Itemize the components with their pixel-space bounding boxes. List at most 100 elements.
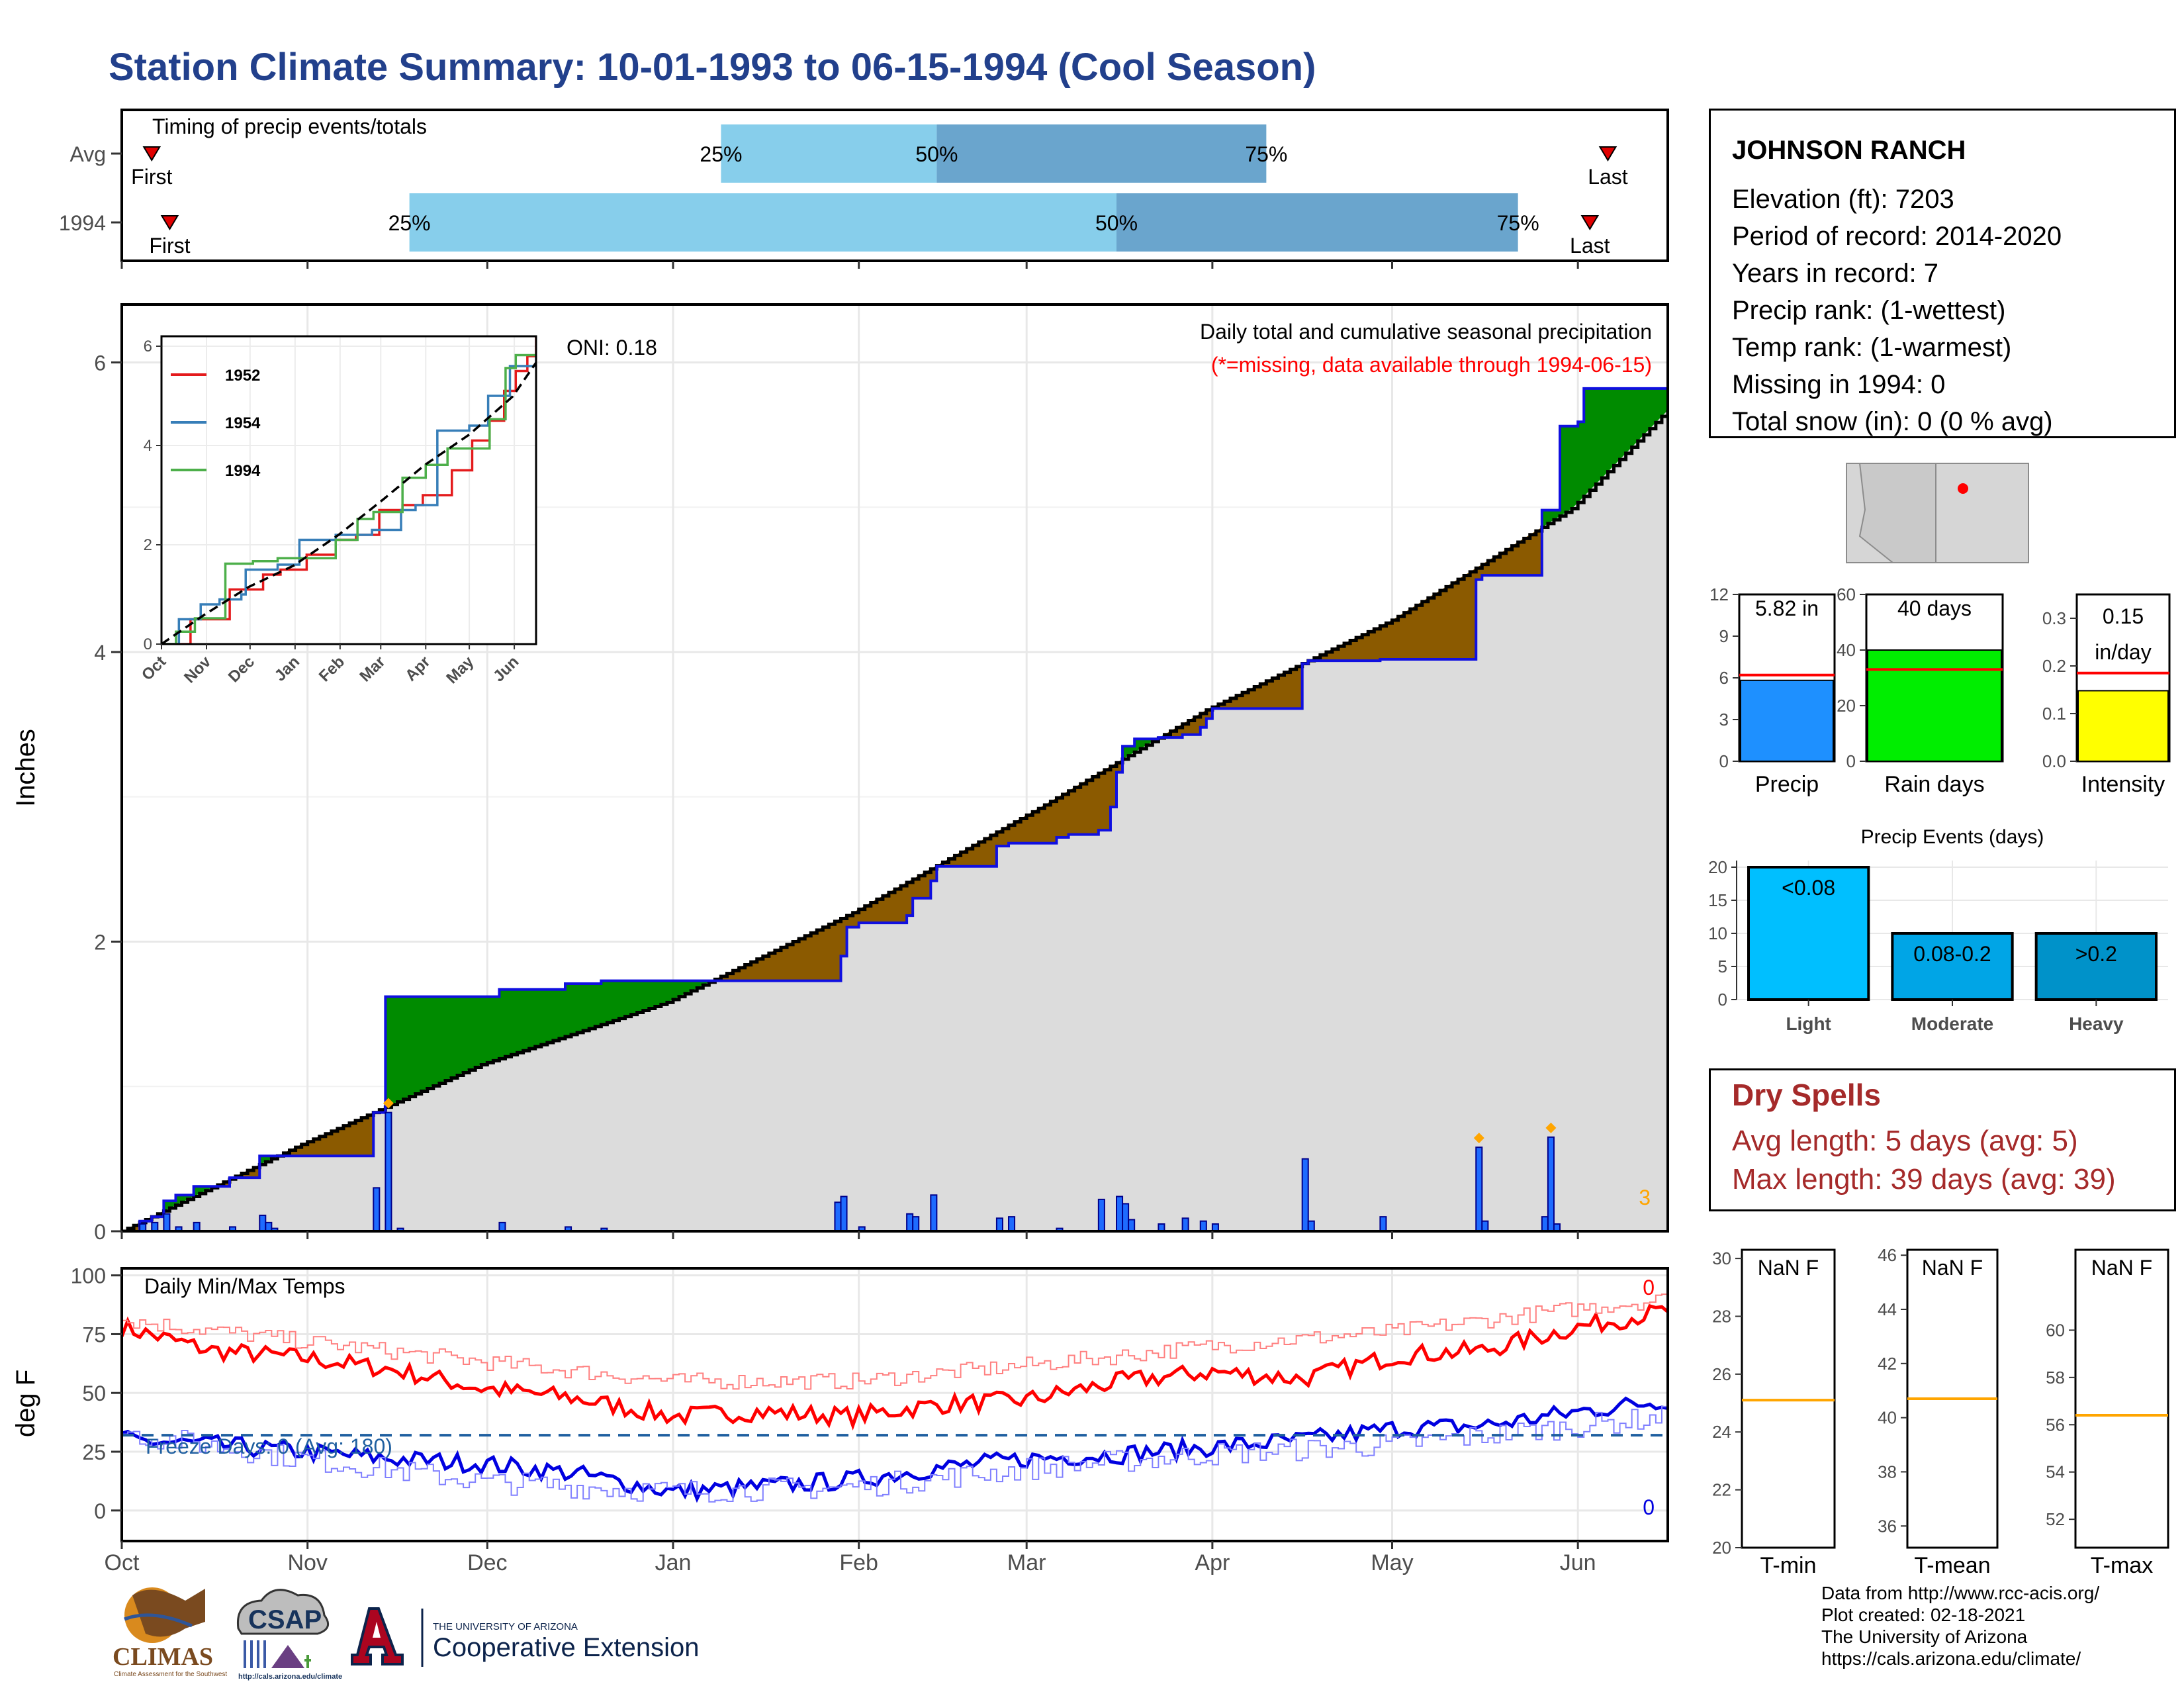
- daily-precip-bar: [1097, 1198, 1105, 1231]
- precip-events-chart: Precip Events (days) <0.08 Light 0.08-0.2 Mo…: [1708, 826, 2168, 1034]
- daily-precip-bar: [151, 1221, 159, 1231]
- timing-bar-50-75: [1116, 193, 1518, 252]
- inset-y-tick-label: 6: [144, 338, 152, 355]
- station-location-marker: [1958, 483, 1968, 494]
- heavy-event-marker: [1545, 1122, 1557, 1133]
- timing-p25-label: 25%: [388, 211, 431, 235]
- daily-precip-bar: [1481, 1220, 1489, 1231]
- station-name: JOHNSON RANCH: [1732, 136, 1966, 165]
- events-y-tick-label: 0: [1718, 990, 1727, 1009]
- precip-surplus-area: [140, 388, 1668, 1223]
- temp-plot-background: [122, 1268, 1668, 1541]
- events-y-tick-label: 15: [1708, 890, 1727, 910]
- temp-summary-chart: NaN F 20 22 24 26 28 30 T-min: [1712, 1248, 1836, 1578]
- daily-precip-bar: [1553, 1223, 1561, 1231]
- inset-series-line: [161, 356, 536, 644]
- locator-map: [1846, 463, 2029, 563]
- inset-clip-group: [161, 336, 536, 644]
- mini-bar-label: Rain days: [1884, 772, 1984, 797]
- ua-logo: THE UNIVERSITY OF ARIZONA Cooperative Ex…: [351, 1607, 699, 1667]
- cumulative-base-area: [122, 410, 1668, 1231]
- daily-precip-bar: [139, 1223, 147, 1231]
- month-tick-label: Jun: [1560, 1550, 1596, 1575]
- mini-bar-tick-label: 3: [1719, 710, 1729, 729]
- mini-bar-tick-label: 60: [1837, 585, 1856, 604]
- month-tick-label: Apr: [1195, 1550, 1230, 1575]
- events-y-tick-label: 5: [1718, 957, 1727, 976]
- events-bar-label: 0.08-0.2: [1913, 942, 1991, 966]
- temp-summary-tick-label: 46: [1878, 1245, 1897, 1265]
- month-tick-label: Nov: [287, 1550, 327, 1575]
- map-border: [1935, 463, 2028, 563]
- events-bar-label: >0.2: [2075, 942, 2117, 966]
- temp-summary-tick-label: 54: [2046, 1462, 2065, 1482]
- mini-bar-chart: 5.82 in 0 3 6 9 12 Precip: [1709, 585, 1836, 797]
- credit-created: Plot created: 02-18-2021: [1821, 1605, 2026, 1625]
- mini-bar-value: [1740, 679, 1834, 763]
- month-tick-label: May: [1371, 1550, 1413, 1575]
- daily-precip-bar: [858, 1226, 866, 1231]
- daily-precip-bar: [259, 1214, 267, 1231]
- precip-missing-note: (*=missing, data available through 1994-…: [1211, 353, 1652, 377]
- temp-y-tick-label: 0: [94, 1499, 106, 1523]
- events-bar-label: <0.08: [1782, 876, 1835, 900]
- temp-summary-tick-label: 36: [1878, 1516, 1897, 1536]
- dry-spells-box: Dry Spells Avg length: 5 days (avg: 5) M…: [1709, 1068, 2176, 1211]
- temp-clip-group: [122, 1293, 1668, 1503]
- mini-bar-value-unit: in/day: [2095, 640, 2151, 664]
- temp-summary-tick-label: 42: [1878, 1354, 1897, 1374]
- ua-cooperative-extension: Cooperative Extension: [433, 1633, 699, 1662]
- daily-precip-bar: [1211, 1223, 1219, 1231]
- station-info-box: JOHNSON RANCH Elevation (ft): 7203 Perio…: [1709, 109, 2176, 438]
- station-precip-rank: Precip rank: (1-wettest): [1732, 296, 2006, 325]
- daily-precip-bar: [163, 1213, 171, 1231]
- inset-series-line: [161, 361, 536, 644]
- timing-row-label: Avg: [69, 142, 106, 166]
- events-y-tick-label: 20: [1708, 857, 1727, 877]
- tmin-line: [122, 1396, 1668, 1503]
- daily-precip-bar: [1128, 1219, 1136, 1231]
- credit-url: https://cals.arizona.edu/climate/: [1821, 1648, 2081, 1669]
- heavy-event-marker: [1473, 1133, 1484, 1144]
- tmax-line: [122, 1303, 1668, 1431]
- mini-bar-tick-label: 0: [1719, 751, 1729, 771]
- temp-summary-tick-label: 24: [1712, 1422, 1731, 1442]
- temp-summary-tick-label: 38: [1878, 1462, 1897, 1481]
- daily-precip-bar: [1008, 1216, 1016, 1231]
- events-y-tick-label: 10: [1708, 923, 1727, 943]
- mini-bar-tick-label: 40: [1837, 640, 1856, 660]
- precip-y-tick-label: 0: [94, 1220, 106, 1244]
- tmin-avg-line: [122, 1405, 1668, 1503]
- daily-precip-bar: [396, 1227, 404, 1231]
- daily-precip-bar: [1475, 1147, 1483, 1231]
- precip-y-tick-label: 4: [94, 641, 106, 665]
- mini-bar-chart: 0.15 in/day 0.0 0.1 0.2 0.3 Intensity: [2042, 593, 2171, 797]
- temp-summary-value: NaN F: [2091, 1256, 2152, 1280]
- ua-university-name: THE UNIVERSITY OF ARIZONA: [433, 1621, 578, 1632]
- dry-spells-title: Dry Spells: [1732, 1078, 1881, 1112]
- daily-precip-bar: [840, 1196, 848, 1231]
- temp-summary-tick-label: 44: [1878, 1299, 1897, 1319]
- station-elevation: Elevation (ft): 7203: [1732, 185, 1954, 214]
- credit-source: Data from http://www.rcc-acis.org/: [1821, 1583, 2100, 1603]
- inset-background: [161, 336, 536, 644]
- daily-precip-bar: [1056, 1227, 1064, 1231]
- mini-bar-label: Precip: [1755, 772, 1819, 797]
- first-event-marker: [142, 146, 161, 162]
- temp-panel-title: Daily Min/Max Temps: [144, 1274, 345, 1298]
- timing-p75-label: 75%: [1245, 142, 1287, 166]
- csap-logo: CSAP http://cals.arizona.edu/climate: [236, 1589, 342, 1681]
- temp-summary-label: T-min: [1760, 1553, 1817, 1578]
- precip-y-tick-label: 6: [94, 352, 106, 375]
- daily-precip-bar: [565, 1226, 572, 1231]
- temp-lo-count: 0: [1643, 1495, 1655, 1519]
- avg-cumulative-line: [122, 410, 1668, 1231]
- daily-precip-bar: [373, 1187, 381, 1231]
- temp-summary-tick-label: 26: [1712, 1364, 1731, 1384]
- daily-precip-bar: [1158, 1223, 1165, 1231]
- daily-precip-bar: [385, 1111, 392, 1231]
- daily-precip-bar: [1547, 1136, 1555, 1231]
- year-cumulative-line: [122, 387, 1668, 1231]
